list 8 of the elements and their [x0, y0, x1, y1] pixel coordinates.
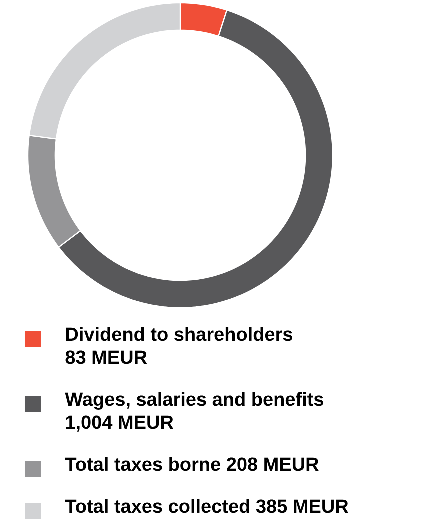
legend-label: Total taxes borne [65, 457, 220, 472]
data-label: 83 MEUR [66, 350, 148, 364]
legend-label: Total taxes collected [65, 499, 250, 514]
data-label: 385 MEUR [256, 500, 348, 514]
legend-label: Dividend to shareholders [66, 327, 292, 342]
data-label: 1,004 MEUR [66, 416, 174, 432]
legend-label: Wages, salaries and benefits [65, 392, 324, 410]
data-label: 208 MEUR [227, 458, 319, 472]
